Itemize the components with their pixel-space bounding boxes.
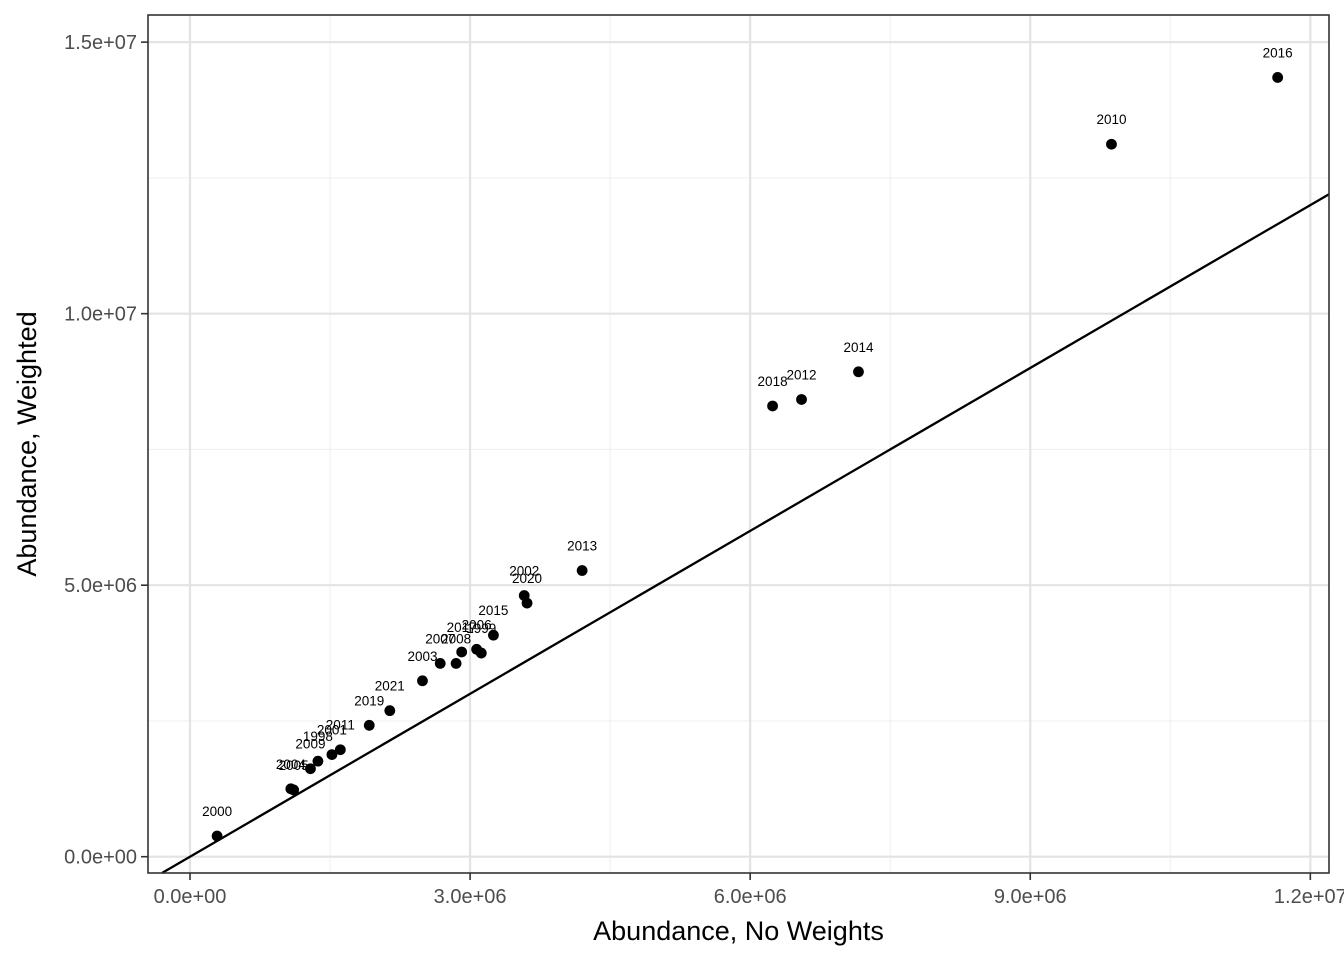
data-point-2020: [521, 597, 533, 609]
data-point-2003: [417, 675, 428, 687]
point-label-2018: 2018: [758, 374, 788, 389]
data-point-2019: [363, 719, 375, 731]
grid-lines: [148, 15, 1329, 873]
point-label-2012: 2012: [786, 367, 816, 382]
point-label-2020: 2020: [512, 571, 542, 586]
data-point-2013: [576, 565, 588, 576]
data-points: [211, 72, 1284, 842]
data-point-2000: [211, 830, 223, 842]
point-label-2005: 2005: [279, 758, 309, 773]
plot-panel-border: [147, 14, 1330, 874]
y-tick-label-0: 0.0e+00: [64, 847, 137, 869]
data-point-2017: [456, 646, 468, 658]
y-tick-label-2: 1.0e+07: [64, 304, 137, 326]
point-label-1998: 1998: [303, 729, 333, 744]
x-tick-label-4: 1.2e+07: [1274, 886, 1344, 908]
x-axis-ticks: 0.0e+00 3.0e+06 6.0e+06 9.0e+06 1.2e+07: [154, 873, 1344, 908]
data-point-2016: [1272, 72, 1284, 83]
point-label-2000: 2000: [202, 804, 232, 819]
point-label-2007: 2007: [425, 631, 455, 646]
point-label-2016: 2016: [1263, 45, 1293, 60]
x-tick-label-1: 3.0e+06: [434, 886, 507, 908]
point-label-2011: 2011: [326, 718, 355, 733]
data-point-2018: [767, 400, 778, 412]
data-point-2010: [1106, 138, 1117, 150]
point-label-2009: 2009: [295, 737, 325, 752]
point-label-1999: 1999: [466, 621, 496, 636]
data-point-2011: [334, 744, 346, 756]
data-point-2008: [450, 657, 462, 669]
data-point-2012: [796, 394, 807, 405]
y-axis-title: Abundance, Weighted: [12, 311, 42, 576]
point-label-2019: 2019: [354, 693, 384, 708]
point-label-2008: 2008: [441, 631, 471, 646]
data-point-2007: [434, 657, 446, 669]
data-point-2001: [326, 749, 338, 761]
point-label-2010: 2010: [1096, 112, 1126, 127]
data-point-2015: [488, 629, 499, 641]
point-label-2004: 2004: [276, 757, 307, 772]
data-point-2005: [288, 784, 300, 796]
y-tick-label-3: 1.5e+07: [64, 32, 137, 54]
point-label-2015: 2015: [478, 603, 508, 618]
point-label-2006: 2006: [462, 617, 492, 632]
data-point-1999: [475, 647, 487, 659]
point-label-2017: 2017: [447, 620, 477, 635]
point-label-2021: 2021: [375, 679, 405, 694]
data-point-2014: [853, 366, 864, 378]
identity-reference-line: [161, 193, 1330, 874]
y-tick-label-1: 5.0e+06: [64, 575, 137, 597]
data-point-1998: [312, 755, 324, 767]
x-tick-label-2: 6.0e+06: [714, 886, 787, 908]
point-label-2013: 2013: [567, 539, 597, 554]
point-label-2014: 2014: [843, 340, 874, 355]
x-tick-label-3: 9.0e+06: [994, 886, 1067, 908]
point-label-2001: 2001: [317, 723, 347, 738]
x-tick-label-0: 0.0e+00: [154, 886, 227, 908]
point-label-2002: 2002: [509, 564, 539, 579]
point-label-2003: 2003: [407, 649, 437, 664]
y-axis-ticks: 0.0e+00 5.0e+06 1.0e+07 1.5e+07: [64, 32, 148, 869]
x-axis-title: Abundance, No Weights: [593, 916, 884, 946]
data-point-2021: [384, 705, 396, 717]
data-point-2009: [305, 763, 316, 775]
